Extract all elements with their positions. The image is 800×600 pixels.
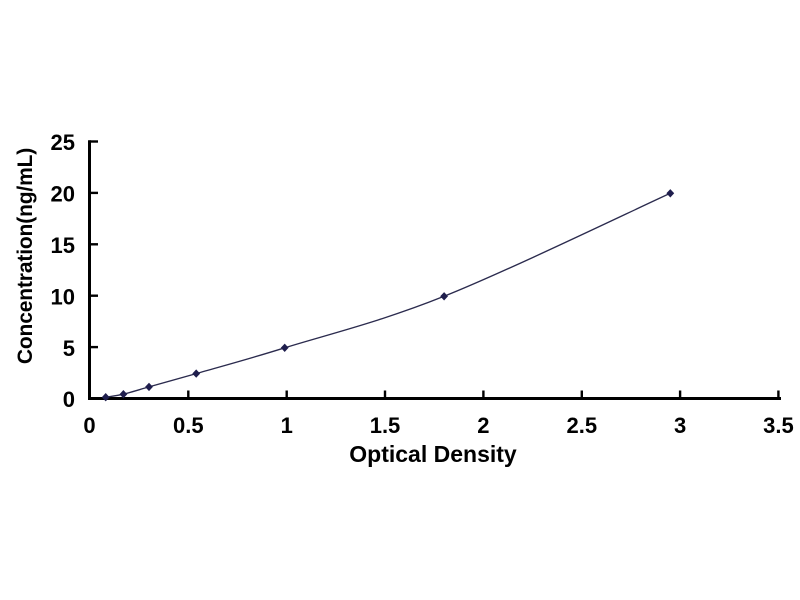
svg-text:Concentration(ng/mL): Concentration(ng/mL) (14, 148, 37, 364)
svg-text:3: 3 (674, 413, 686, 438)
svg-text:20: 20 (51, 182, 75, 207)
svg-text:5: 5 (63, 336, 75, 361)
svg-text:3.5: 3.5 (763, 413, 794, 438)
svg-text:10: 10 (51, 284, 75, 309)
svg-text:1.5: 1.5 (370, 413, 401, 438)
svg-text:2: 2 (477, 413, 489, 438)
svg-text:0.5: 0.5 (173, 413, 204, 438)
svg-text:0: 0 (63, 387, 75, 412)
svg-text:Optical Density: Optical Density (349, 441, 517, 467)
svg-text:2.5: 2.5 (567, 413, 598, 438)
svg-text:0: 0 (83, 413, 95, 438)
svg-text:15: 15 (51, 233, 75, 258)
svg-text:1: 1 (281, 413, 293, 438)
svg-text:25: 25 (51, 130, 75, 155)
